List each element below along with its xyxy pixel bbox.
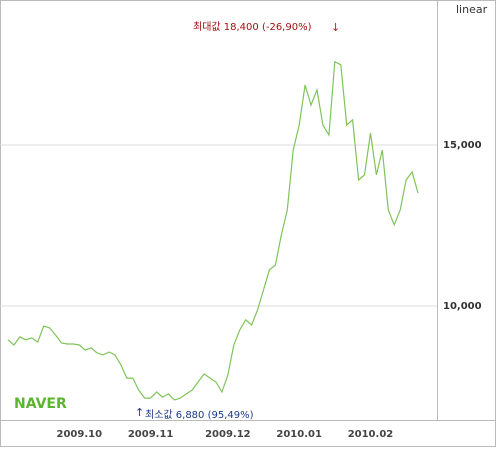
min-arrow: ↑ bbox=[135, 406, 144, 419]
price-line bbox=[7, 60, 419, 401]
y-tick-label: 15,000 bbox=[443, 140, 482, 151]
min-annotation: 최소값 6,880 (95,49%) bbox=[145, 409, 254, 421]
y-tick-label: 10,000 bbox=[443, 301, 482, 312]
x-tick-label: 2010.02 bbox=[348, 429, 394, 440]
logo: NAVER bbox=[14, 396, 67, 412]
x-tick-label: 2009.10 bbox=[57, 429, 103, 440]
x-tick-label: 2009.12 bbox=[205, 429, 251, 440]
x-tick-label: 2009.11 bbox=[128, 429, 174, 440]
max-annotation: 최대값 18,400 (-26,90%) bbox=[193, 21, 312, 33]
x-tick-label: 2010.01 bbox=[276, 429, 322, 440]
scale-label: linear bbox=[456, 3, 488, 16]
max-arrow: ↓ bbox=[331, 21, 340, 34]
